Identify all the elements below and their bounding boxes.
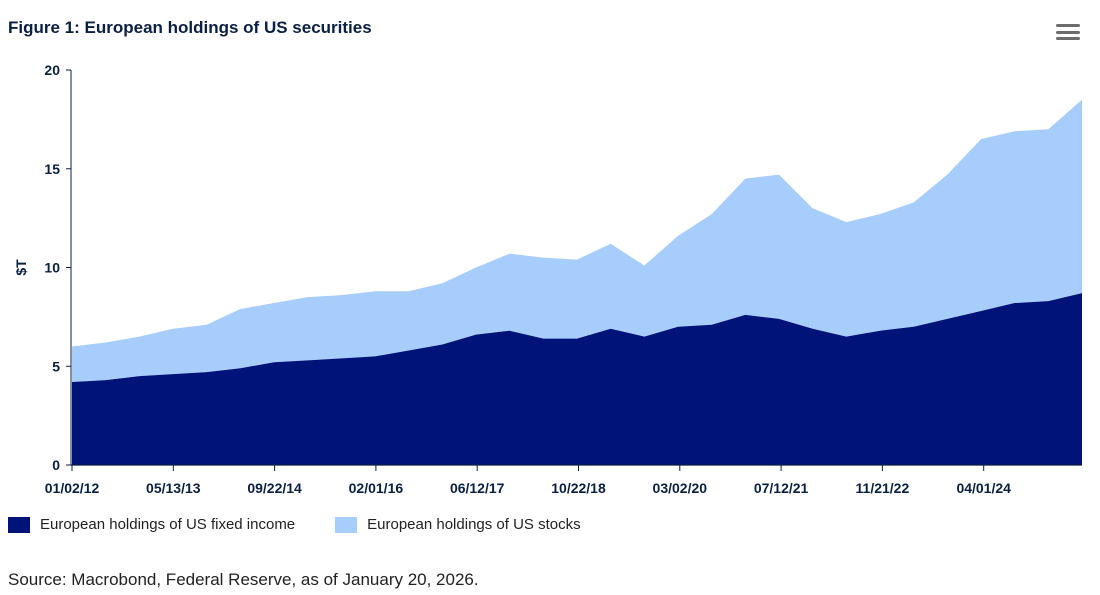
y-tick-label: 20 xyxy=(44,62,60,78)
y-tick-label: 15 xyxy=(44,161,60,177)
x-tick-label: 07/12/21 xyxy=(754,480,809,496)
x-tick-label: 10/22/18 xyxy=(551,480,606,496)
source-note: Source: Macrobond, Federal Reserve, as o… xyxy=(8,570,479,589)
area-series-fixed-income xyxy=(72,293,1082,465)
chart-title: Figure 1: European holdings of US securi… xyxy=(8,18,372,37)
legend-item-fixed-income: European holdings of US fixed income xyxy=(8,516,295,533)
x-tick-label: 06/12/17 xyxy=(450,480,505,496)
legend-label-fixed-income: European holdings of US fixed income xyxy=(40,516,296,533)
y-tick-label: 5 xyxy=(52,358,60,374)
hamburger-menu-icon[interactable] xyxy=(1056,24,1080,44)
stacked-area-chart: 0 5 10 15 20 $T 01/02/12 05/13/13 09/22/14 02/01/… xyxy=(13,62,1082,496)
x-tick-label: 11/21/22 xyxy=(856,480,910,496)
legend-swatch-stocks xyxy=(335,516,358,533)
x-tick-label: 04/01/24 xyxy=(956,480,1011,496)
legend-swatch-fixed-income xyxy=(8,516,30,533)
legend-item-stocks: European holdings of US stocks xyxy=(335,516,581,533)
x-tick-label: 02/01/16 xyxy=(349,480,404,496)
y-tick-label: 0 xyxy=(52,457,60,473)
y-tick-label: 10 xyxy=(44,260,60,276)
x-tick-label: 09/22/14 xyxy=(247,480,302,496)
y-axis-label: $T xyxy=(13,259,29,276)
chart-legend: European holdings of US fixed income Eur… xyxy=(8,516,621,533)
legend-label-stocks: European holdings of US stocks xyxy=(367,516,581,533)
x-tick-label: 05/13/13 xyxy=(146,480,201,496)
x-tick-label: 03/02/20 xyxy=(653,480,708,496)
area-series-stocks xyxy=(72,99,1082,383)
x-tick-label: 01/02/12 xyxy=(45,480,100,496)
